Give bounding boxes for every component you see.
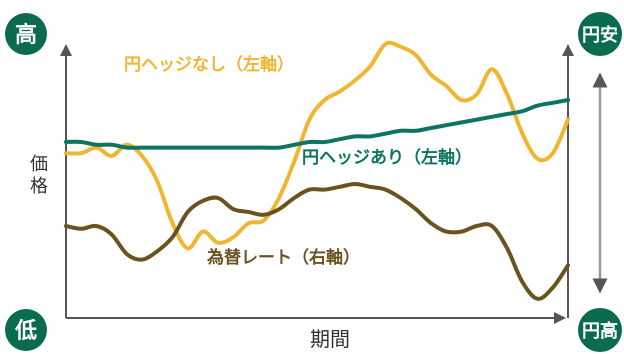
line-hedged (64, 98, 570, 150)
x-axis-label: 期間 (310, 327, 350, 351)
y-low-label: 低 (14, 319, 37, 344)
axes (60, 44, 608, 324)
right-bottom-badge: 円高 (578, 308, 622, 352)
line-fx (64, 182, 570, 301)
right-top-badge: 円安 (578, 12, 622, 56)
y-high-label: 高 (15, 22, 37, 48)
right-top-label: 円安 (582, 24, 618, 46)
right-bottom-label: 円高 (582, 320, 618, 342)
y-low-badge: 低 (5, 309, 47, 351)
series-layer (64, 40, 570, 301)
y-high-badge: 高 (5, 13, 47, 55)
y-axis-label: 価格 (30, 154, 48, 197)
series-label-hedged: 円ヘッジあり（左軸） (302, 147, 472, 168)
line-unhedged (64, 40, 570, 251)
series-label-fx: 為替レート（右軸） (207, 247, 360, 268)
series-label-unhedged: 円ヘッジなし（左軸） (124, 54, 294, 75)
